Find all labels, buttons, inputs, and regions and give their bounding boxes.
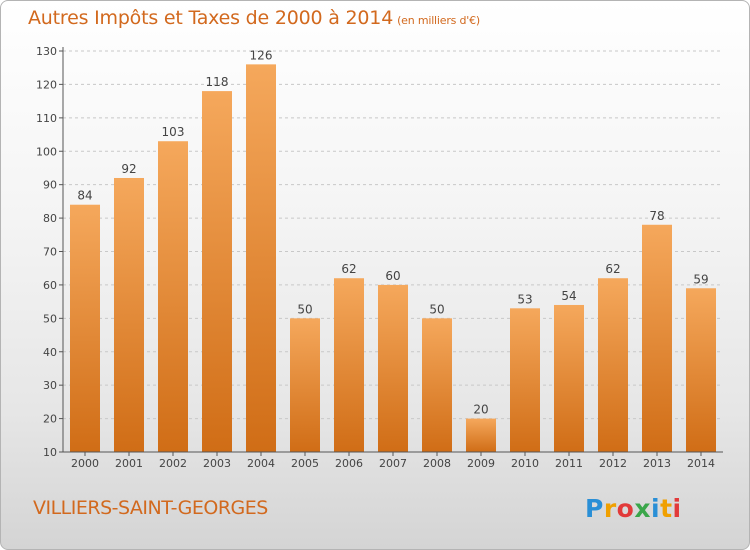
data-label-2002: 103 (162, 125, 185, 139)
y-tick-label: 80 (43, 212, 57, 225)
x-tick-label: 2005 (291, 457, 319, 470)
bar-2001 (114, 177, 144, 452)
x-tick-label: 2001 (115, 457, 143, 470)
x-tick-label: 2006 (335, 457, 363, 470)
data-label-2014: 59 (693, 272, 708, 286)
bar-2014 (686, 288, 716, 452)
y-tick-label: 30 (43, 379, 57, 392)
x-tick-label: 2010 (511, 457, 539, 470)
x-tick-label: 2007 (379, 457, 407, 470)
data-label-2013: 78 (649, 209, 664, 223)
title-unit: (en milliers d'€) (397, 14, 480, 27)
y-tick-label: 110 (36, 112, 57, 125)
data-label-2010: 53 (517, 292, 532, 306)
y-tick-label: 10 (43, 446, 57, 459)
y-tick-label: 130 (36, 45, 57, 58)
y-tick-label: 40 (43, 346, 57, 359)
y-tick-label: 120 (36, 78, 57, 91)
bar-2002 (158, 141, 188, 452)
y-tick-label: 90 (43, 179, 57, 192)
bars (70, 64, 716, 452)
commune-name: VILLIERS-SAINT-GEORGES (33, 497, 268, 519)
x-tick-label: 2014 (687, 457, 715, 470)
title-text: Autres Impôts et Taxes de 2000 à 2014 (28, 7, 394, 29)
bar-2006 (334, 278, 364, 452)
bar-2000 (70, 204, 100, 452)
data-label-2007: 60 (385, 269, 400, 283)
bar-2010 (510, 308, 540, 452)
data-label-2006: 62 (341, 262, 356, 276)
data-label-2008: 50 (429, 302, 444, 316)
y-tick-label: 70 (43, 246, 57, 259)
data-label-2012: 62 (605, 262, 620, 276)
data-label-2000: 84 (77, 189, 92, 203)
data-label-2009: 20 (473, 403, 488, 417)
bar-2011 (554, 304, 584, 452)
x-tick-label: 2002 (159, 457, 187, 470)
x-tick-label: 2011 (555, 457, 583, 470)
data-label-2003: 118 (206, 75, 229, 89)
data-label-2001: 92 (121, 162, 136, 176)
x-tick-label: 2009 (467, 457, 495, 470)
chart-title: Autres Impôts et Taxes de 2000 à 2014 (en… (28, 7, 480, 29)
x-tick-label: 2004 (247, 457, 275, 470)
bar-2013 (642, 224, 672, 452)
data-labels: 84 92 103 118 126 50 62 60 50 20 53 54 62 78 59 (77, 48, 708, 416)
data-label-2005: 50 (297, 302, 312, 316)
bar-2005 (290, 318, 320, 452)
y-tick-label: 20 (43, 413, 57, 426)
y-tick-label: 100 (36, 145, 57, 158)
data-label-2011: 54 (561, 289, 576, 303)
bar-2003 (202, 91, 232, 452)
data-label-2004: 126 (250, 48, 273, 62)
y-tick-label: 60 (43, 279, 57, 292)
svg-text:Proxiti: Proxiti (585, 494, 682, 523)
bar-2004 (246, 64, 276, 452)
x-tick-label: 2008 (423, 457, 451, 470)
x-tick-label: 2012 (599, 457, 627, 470)
proxiti-logo: Proxiti (585, 494, 682, 523)
axes: 10 20 30 40 50 60 70 80 90 100 110 120 130 2000 2001 20… (36, 45, 723, 470)
bar-2012 (598, 278, 628, 452)
bar-2008 (422, 318, 452, 452)
y-tick-label: 50 (43, 312, 57, 325)
bar-2009 (466, 418, 496, 452)
x-tick-label: 2000 (71, 457, 99, 470)
bar-2007 (378, 284, 408, 452)
x-tick-label: 2003 (203, 457, 231, 470)
x-tick-label: 2013 (643, 457, 671, 470)
